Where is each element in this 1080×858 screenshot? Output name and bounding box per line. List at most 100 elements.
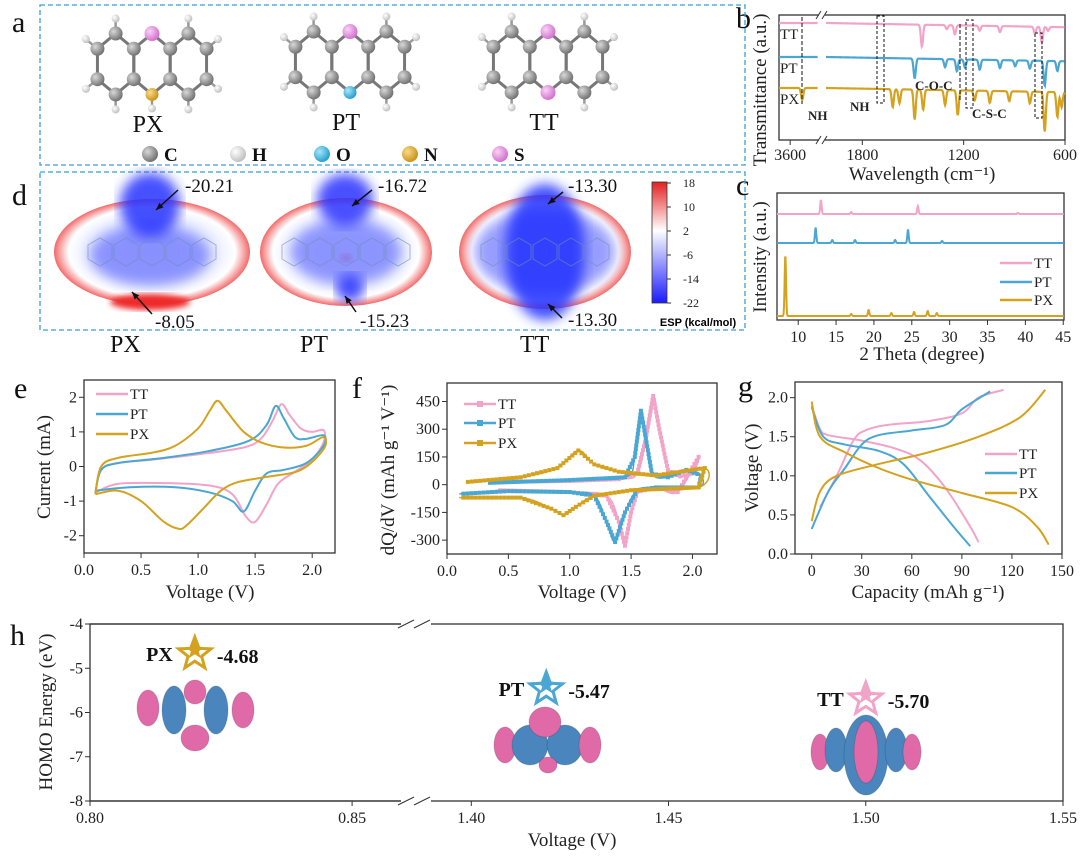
esp-map-label-PT: PT bbox=[300, 332, 328, 358]
dqdv-marker-TT bbox=[655, 414, 660, 419]
dqdv-marker-PT bbox=[615, 475, 620, 480]
atom-h bbox=[81, 35, 90, 44]
dqdv-marker-TT bbox=[661, 447, 666, 452]
dqdv-marker-PX bbox=[576, 448, 581, 453]
dqdv-marker-PT bbox=[661, 474, 666, 479]
y-tick-label: -7 bbox=[70, 749, 83, 766]
dqdv-marker-PX bbox=[570, 506, 575, 511]
chart-f: 0.0 0.5 1.0 1.5 2.0 -300 -150 0 150 300 450 TT PT PX bbox=[411, 382, 718, 580]
dqdv-marker-TT bbox=[665, 463, 670, 468]
x-tick-label: 1.55 bbox=[1049, 810, 1077, 827]
dqdv-marker-TT bbox=[654, 410, 659, 415]
xrd-line-TT bbox=[777, 199, 1064, 215]
dqdv-marker-PT bbox=[555, 478, 560, 483]
dqdv-marker-PX bbox=[498, 477, 503, 482]
dqdv-marker-PT bbox=[637, 416, 642, 421]
arrowhead-icon bbox=[548, 196, 556, 204]
atom-o bbox=[343, 85, 357, 99]
dqdv-marker-PT bbox=[535, 489, 539, 494]
dqdv-marker-PX bbox=[564, 511, 569, 516]
x-tick-label: 0.85 bbox=[338, 810, 366, 827]
atom-c bbox=[288, 70, 303, 85]
atom-c bbox=[379, 24, 394, 39]
dqdv-marker-PX bbox=[633, 488, 638, 493]
atom-c bbox=[181, 26, 196, 41]
colorbar-tick-label: 2 bbox=[683, 224, 689, 238]
legend-label-PT: PT bbox=[498, 416, 516, 432]
dqdv-marker-PT bbox=[571, 477, 576, 482]
dqdv-marker-PX bbox=[498, 495, 503, 500]
ftir-line-PT bbox=[825, 55, 1065, 90]
dqdv-marker-TT bbox=[621, 539, 626, 544]
dqdv-marker-PT bbox=[641, 420, 646, 425]
y-tick-label: -4 bbox=[70, 616, 83, 633]
b-xlabel: Wavelength (cm⁻¹) bbox=[849, 164, 996, 185]
x-tick-label: 1.0 bbox=[188, 562, 208, 579]
dqdv-marker-TT bbox=[625, 531, 630, 536]
annotation-label: NH bbox=[850, 99, 870, 114]
x-tick-label: 30 bbox=[942, 329, 958, 346]
dqdv-marker-PT bbox=[498, 489, 503, 494]
dqdv-marker-PX bbox=[526, 473, 531, 478]
dqdv-marker-PX bbox=[589, 459, 594, 464]
annotation-label: NH bbox=[808, 108, 828, 123]
dqdv-marker-PX bbox=[672, 486, 677, 491]
atom-c bbox=[90, 41, 105, 56]
dqdv-marker-PT bbox=[485, 490, 490, 495]
x-tick-label: 10 bbox=[790, 329, 806, 346]
dqdv-marker-TT bbox=[631, 502, 636, 507]
atom-c bbox=[577, 85, 592, 100]
star-marker-fill bbox=[185, 640, 205, 659]
atom-c bbox=[306, 85, 321, 100]
dqdv-marker-PT bbox=[567, 478, 572, 483]
dqdv-marker-TT bbox=[662, 451, 667, 456]
x-tick-label: 0 bbox=[808, 563, 816, 580]
dqdv-marker-TT bbox=[609, 504, 614, 509]
dqdv-marker-PT bbox=[634, 443, 639, 448]
dqdv-marker-TT bbox=[641, 444, 646, 449]
dqdv-marker-PT bbox=[626, 468, 631, 473]
dqdv-marker-PX bbox=[582, 454, 587, 459]
series-label-TT: TT bbox=[780, 27, 798, 43]
orbital-lobe bbox=[853, 720, 879, 784]
x-tick-label: 0.80 bbox=[76, 810, 104, 827]
dqdv-marker-PX bbox=[547, 468, 552, 473]
dqdv-marker-PX bbox=[561, 461, 566, 466]
dqdv-marker-TT bbox=[626, 527, 631, 532]
dqdv-marker-TT bbox=[626, 522, 631, 527]
dqdv-marker-PT bbox=[610, 533, 615, 538]
dqdv-marker-TT bbox=[652, 402, 657, 407]
panel-label-h: h bbox=[10, 619, 25, 652]
dqdv-marker-PT bbox=[511, 479, 516, 484]
dqdv-marker-PX bbox=[692, 485, 697, 490]
orbital-lobe bbox=[538, 756, 558, 774]
dqdv-marker-TT bbox=[627, 518, 632, 523]
dqdv-marker-PT bbox=[639, 412, 644, 417]
dqdv-marker-PT bbox=[640, 416, 645, 421]
atom-h bbox=[184, 14, 193, 23]
dqdv-marker-TT bbox=[651, 398, 656, 403]
x-tick-label: 2.0 bbox=[682, 563, 702, 580]
y-tick-label: 1.5 bbox=[768, 429, 788, 446]
y-tick-label: -6 bbox=[70, 705, 83, 722]
dqdv-marker-PX bbox=[670, 470, 674, 475]
atom-h bbox=[477, 33, 486, 42]
dqdv-marker-PX bbox=[698, 466, 703, 471]
esp-map-TT: -13.30 -13.30 TT bbox=[459, 176, 631, 358]
esp-value: -16.72 bbox=[378, 176, 427, 197]
dqdv-marker-PT bbox=[594, 497, 599, 502]
atom-c bbox=[397, 39, 412, 54]
dqdv-marker-PX bbox=[543, 469, 548, 474]
dqdv-marker-PX bbox=[629, 470, 634, 475]
dqdv-marker-PT bbox=[599, 476, 604, 481]
e-xlabel: Voltage (V) bbox=[166, 582, 255, 603]
x-tick-label: 15 bbox=[828, 329, 844, 346]
dqdv-marker-PT bbox=[643, 432, 648, 437]
dqdv-marker-PX bbox=[649, 473, 654, 478]
dqdv-marker-TT bbox=[663, 455, 668, 460]
point-name-PX: PX bbox=[146, 644, 173, 666]
chart-b: 3600 1800 1200 600 TT PT PX NH NH C-O-C C-S-C bbox=[774, 10, 1077, 164]
dqdv-marker-PX bbox=[514, 475, 519, 480]
axis-break-mark bbox=[815, 10, 822, 20]
